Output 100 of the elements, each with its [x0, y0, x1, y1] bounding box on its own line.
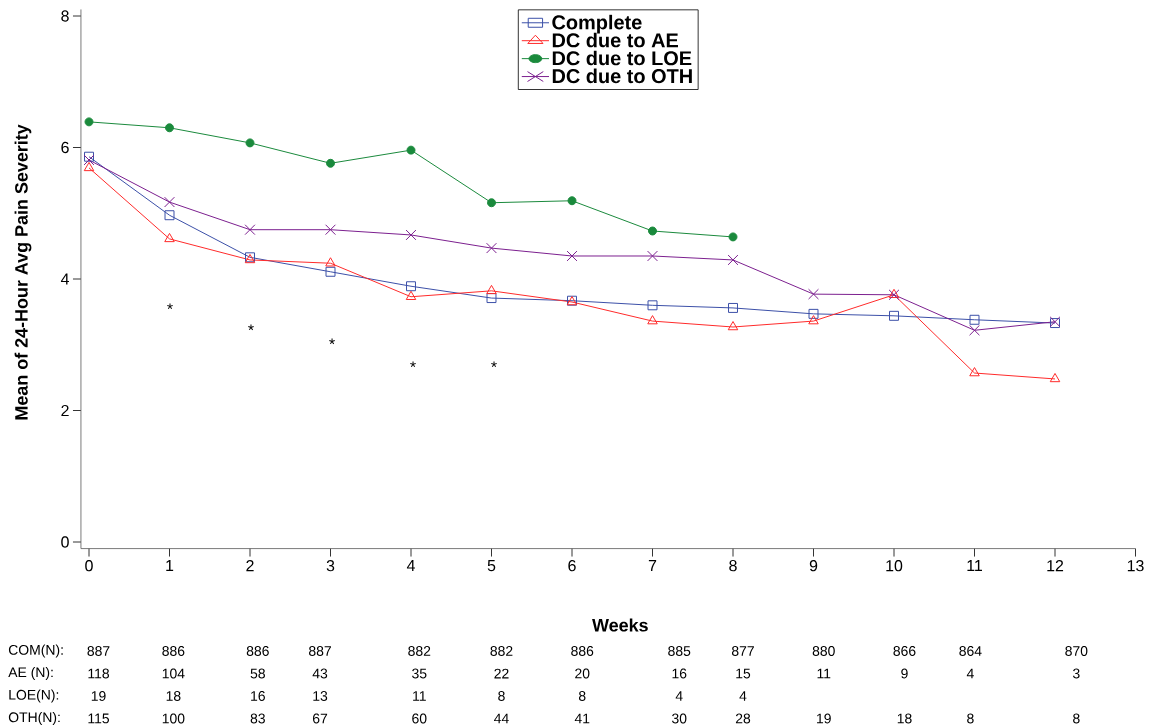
- text: 60: [412, 713, 427, 724]
- point: [486, 293, 497, 304]
- point: [969, 314, 980, 325]
- point: [245, 138, 255, 148]
- text: 887: [309, 646, 331, 656]
- text: OTH(N):: [8, 711, 60, 725]
- point: [647, 250, 658, 262]
- text: 880: [812, 646, 835, 656]
- text: 8: [967, 713, 974, 724]
- annotation: *: [491, 361, 497, 368]
- text: 20: [575, 668, 590, 679]
- text: 885: [668, 646, 691, 656]
- text: LOE(N):: [9, 689, 59, 703]
- text: 886: [246, 646, 269, 656]
- point: [487, 198, 496, 208]
- text: 115: [88, 713, 110, 724]
- point: [647, 315, 658, 325]
- text: 19: [91, 691, 106, 701]
- point: [969, 324, 980, 336]
- text: 58: [250, 668, 265, 679]
- text: AE (N):: [8, 667, 53, 681]
- point: [728, 232, 738, 242]
- y-axis-title: Mean of 24-Hour Avg Pain Severity: [14, 124, 32, 420]
- text: 3: [1072, 668, 1080, 679]
- point: [808, 308, 819, 319]
- text: 30: [672, 713, 687, 724]
- x-tick-label: 7: [648, 560, 657, 572]
- point: [325, 257, 336, 267]
- text: 19: [817, 713, 831, 724]
- point: [164, 210, 175, 221]
- text: 882: [408, 646, 431, 656]
- text: 8: [1073, 713, 1080, 724]
- legend-label: Complete: [552, 14, 642, 34]
- text: 18: [897, 713, 912, 724]
- annotation: *: [410, 361, 416, 368]
- point: [889, 310, 899, 321]
- text: 15: [736, 668, 751, 679]
- point: [728, 302, 738, 313]
- x-tick-label: 12: [1047, 560, 1064, 572]
- text: 866: [893, 646, 916, 656]
- point: [84, 151, 94, 162]
- x-tick-label: 10: [886, 560, 903, 572]
- x-axis-title: Weeks: [592, 618, 648, 632]
- text: 11: [413, 691, 426, 701]
- text: 877: [731, 646, 754, 656]
- point: [406, 145, 416, 155]
- text: 44: [494, 713, 509, 724]
- text: 16: [672, 668, 687, 679]
- annotation: *: [329, 338, 335, 345]
- y-tick-label: 2: [61, 404, 69, 417]
- text: 8: [498, 691, 505, 701]
- text: 104: [162, 668, 185, 679]
- text: 83: [250, 713, 265, 724]
- text: 11: [817, 668, 831, 679]
- point: [969, 367, 980, 377]
- text: 886: [162, 646, 185, 656]
- x-tick-label: 6: [568, 560, 576, 572]
- point: [84, 117, 94, 127]
- text: 28: [735, 713, 751, 724]
- point: [83, 161, 95, 172]
- legend-label: DC due to AE: [552, 32, 678, 48]
- annotation: *: [167, 303, 173, 310]
- legend-label: DC due to OTH: [552, 68, 692, 84]
- text: 35: [412, 668, 427, 679]
- annotation: *: [248, 324, 254, 331]
- text: 4: [966, 668, 974, 679]
- point: [325, 266, 336, 277]
- text: 887: [87, 646, 110, 656]
- text: 864: [959, 646, 982, 656]
- text: 886: [571, 646, 594, 656]
- legend-label: DC due to LOE: [552, 50, 692, 66]
- text: 22: [494, 668, 509, 679]
- y-tick-label: 6: [61, 141, 69, 154]
- point: [647, 300, 658, 311]
- y-tick-label: 8: [61, 10, 69, 22]
- point: [727, 254, 739, 266]
- x-tick-label: 5: [487, 560, 496, 572]
- point: [164, 196, 175, 208]
- point: [567, 196, 577, 206]
- text: 43: [312, 668, 328, 679]
- text: 118: [88, 668, 110, 679]
- text: 13: [313, 691, 328, 701]
- point: [164, 232, 175, 243]
- text: 870: [1065, 646, 1088, 656]
- point: [244, 224, 256, 236]
- x-tick-label: 11: [967, 560, 982, 572]
- text: 9: [901, 668, 908, 679]
- text: 67: [312, 713, 328, 724]
- x-tick-label: 3: [326, 560, 335, 572]
- x-tick-label: 13: [1127, 560, 1144, 572]
- x-tick-label: 9: [809, 560, 818, 572]
- text: 4: [675, 691, 683, 701]
- y-tick-label: 4: [60, 273, 69, 285]
- point: [808, 315, 819, 325]
- x-tick-label: 1: [166, 560, 174, 572]
- point: [405, 290, 417, 300]
- point: [1049, 372, 1061, 383]
- point: [648, 226, 657, 236]
- text: 4: [739, 691, 747, 701]
- point: [325, 224, 336, 236]
